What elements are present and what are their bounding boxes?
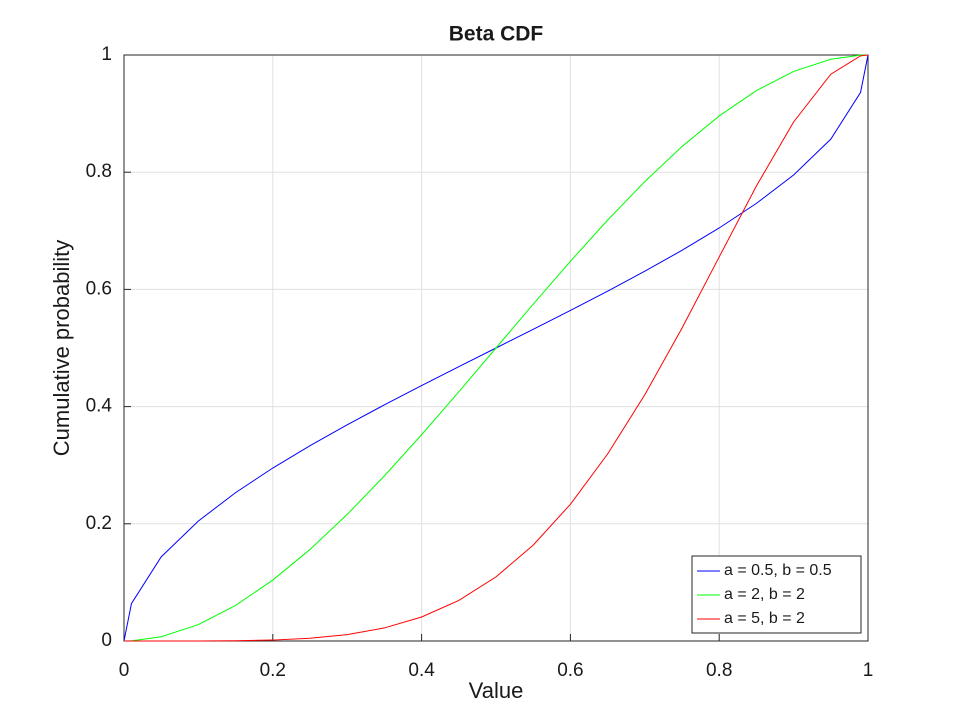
legend-label: a = 5, b = 2: [724, 610, 805, 627]
chart-title: Beta CDF: [449, 23, 544, 46]
plot-frame: [123, 54, 869, 642]
y-tick-label: 0.4: [86, 396, 113, 417]
x-tick-label: 0.4: [408, 660, 435, 681]
x-tick-label: 1: [863, 660, 874, 681]
legend-label: a = 2, b = 2: [724, 586, 805, 603]
y-axis-label: Cumulative probability: [49, 240, 74, 456]
y-tick-label: 0.8: [86, 161, 112, 182]
y-tick-label: 0: [101, 630, 112, 651]
x-tick-label: 0.2: [260, 660, 286, 681]
x-tick-label: 0.6: [557, 660, 583, 681]
line-series: [123, 54, 869, 642]
legend-box: [691, 555, 862, 634]
x-axis-label: Value: [469, 678, 524, 703]
line-series: [124, 54, 869, 642]
y-tick-label: 0.6: [86, 278, 112, 299]
x-tick-label: 0: [119, 660, 130, 681]
y-tick-label: 1: [101, 44, 112, 65]
legend-label: a = 0.5, b = 0.5: [724, 562, 832, 579]
y-tick-label: 0.2: [86, 513, 112, 534]
x-tick-label: 0.8: [706, 660, 732, 681]
